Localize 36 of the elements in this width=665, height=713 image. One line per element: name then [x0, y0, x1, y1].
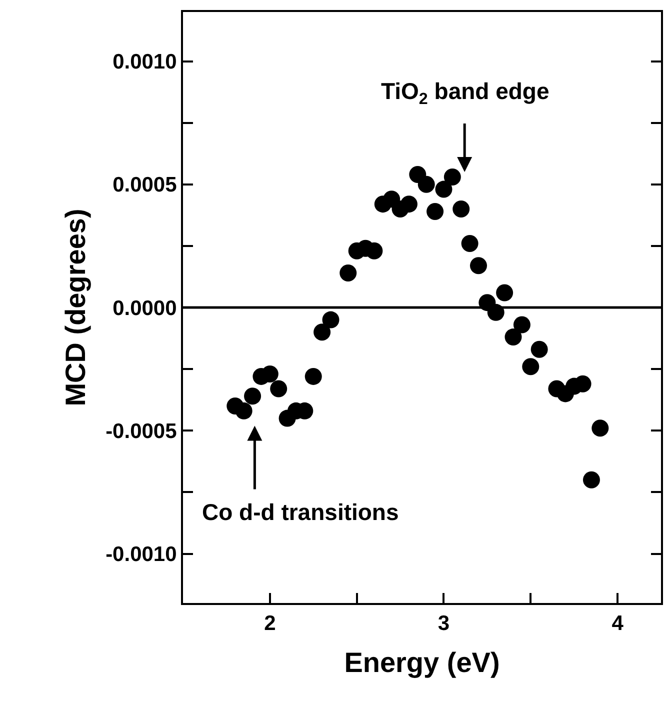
point [244, 388, 262, 405]
point [314, 324, 331, 341]
point [582, 471, 600, 488]
point [366, 242, 383, 260]
point [304, 368, 322, 385]
x-axis-title: Energy (eV) [344, 646, 500, 678]
y-axis-title: MCD (degrees) [60, 208, 91, 406]
y-tick-label: -0.0010 [106, 543, 177, 566]
point [322, 311, 340, 328]
y-tick-label: 0.0005 [112, 174, 178, 197]
point [504, 328, 522, 346]
point [444, 168, 461, 186]
point [530, 340, 548, 358]
point [340, 264, 357, 282]
point [461, 234, 478, 252]
point [400, 196, 418, 213]
point [470, 257, 487, 274]
point [452, 200, 470, 218]
point [513, 316, 530, 334]
x-tick-label: 2 [264, 612, 276, 636]
point [435, 180, 452, 198]
annotation: Co d-d transitions [202, 499, 399, 525]
point [574, 375, 592, 392]
x-tick-label: 4 [612, 612, 624, 636]
y-tick-label: 0.0000 [112, 296, 177, 320]
point [426, 202, 444, 220]
y-tick-label: -0.0005 [106, 420, 178, 443]
point [270, 380, 288, 398]
point [418, 176, 435, 193]
point [522, 358, 540, 376]
y-tick-label: 0.0010 [112, 50, 177, 74]
x-tick-label: 3 [438, 612, 450, 636]
point [235, 402, 252, 420]
point [496, 284, 514, 302]
point [592, 420, 609, 437]
annotation: TiO$_{2}$ band edge [381, 78, 550, 108]
